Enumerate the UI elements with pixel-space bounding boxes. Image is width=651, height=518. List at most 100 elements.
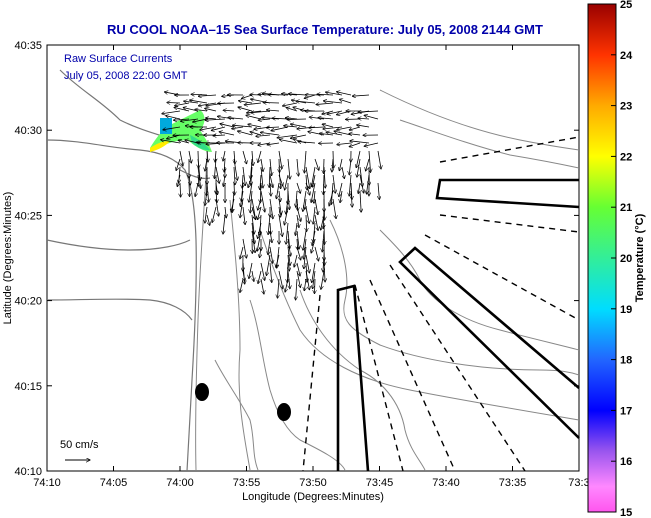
current-vector [311,182,316,202]
current-vector [332,158,333,172]
current-vector [270,182,271,196]
current-vector [177,174,181,187]
current-vector [215,150,216,162]
current-vector [279,206,281,217]
current-vector [250,190,252,213]
x-tick-label: 73:45 [366,477,394,489]
current-vector [269,166,270,187]
current-vector [189,182,190,197]
y-tick-label: 40:20 [14,296,42,308]
figure-title: RU COOL NOAA–15 Sea Surface Temperature:… [107,22,543,37]
current-vector [232,127,244,129]
current-vector [248,174,253,188]
current-vector [288,230,290,249]
current-vector [312,230,316,246]
current-vector [224,158,225,172]
current-vector [251,214,254,234]
current-vector [276,182,280,199]
current-vector [327,110,343,114]
current-vector [349,174,351,196]
current-vector [321,270,325,289]
current-vector [313,206,315,224]
current-vector [287,158,290,179]
current-vector [298,142,316,143]
current-vector [288,190,289,210]
current-vector [277,278,279,298]
current-vector [324,262,325,282]
current-vector [358,111,379,112]
current-vector [228,118,244,119]
current-vector [296,101,316,103]
current-vector [258,270,262,284]
current-vector [378,182,379,200]
current-vector [249,182,253,202]
current-vector [268,214,270,235]
current-vector [304,246,307,269]
current-vector [195,182,199,197]
colorbar-tick-label: 17 [620,405,632,417]
current-vector [266,110,280,111]
current-vector [200,126,217,130]
current-vector [213,135,226,136]
current-vector [260,166,263,188]
current-vector [223,214,226,234]
current-vector [261,158,263,172]
current-vector [242,150,247,164]
current-vector [288,270,290,289]
current-vector [260,174,261,190]
current-vector [188,150,191,163]
current-vector [252,270,254,281]
current-vector [260,190,265,212]
current-vector [282,102,298,106]
colorbar-tick-label: 16 [620,456,632,468]
vector-scale-label: 50 cm/s [60,439,99,451]
colorbar-label: Temperature (°C) [634,213,646,302]
current-vector [242,174,243,188]
current-vector [270,222,271,234]
colorbar-tick-label: 24 [620,50,633,62]
current-vector [166,116,181,120]
current-vector [212,206,217,223]
map-plot-area: Raw Surface Currents July 05, 2008 22:00… [46,44,580,472]
current-vector [207,182,209,202]
x-tick-label: 73:3 [568,477,589,489]
current-vector [278,270,283,289]
current-vector [305,254,309,273]
current-vector [215,166,219,183]
y-tick-label: 40:30 [14,125,42,137]
current-vector [324,166,325,188]
colorbar: 25 24 23 22 21 20 19 18 17 16 15 Temperature (°C) [587,0,646,518]
current-vector [357,125,370,127]
colorbar-tick-label: 18 [620,355,632,367]
x-tick-label: 73:35 [499,477,527,489]
current-vector [337,143,352,145]
current-vector [205,108,217,112]
current-vector [318,118,334,119]
current-vector [286,222,289,244]
current-vector [233,158,237,180]
x-tick-label: 73:40 [432,477,460,489]
current-vector [260,278,264,294]
x-tick-label: 74:10 [33,477,61,489]
current-vector [163,126,181,130]
current-vector [179,150,183,166]
current-vector [339,99,352,104]
current-vector [231,198,235,212]
colorbar-tick-label: 15 [620,507,632,518]
current-vector [296,230,299,249]
current-vector [214,158,216,179]
current-vector [314,190,315,203]
y-axis-ticks: 40:35 40:30 40:25 40:20 40:15 40:10 [14,40,579,478]
survey-lines [302,136,580,472]
current-vector [312,262,316,283]
current-vector [295,222,297,235]
current-vector [251,230,255,253]
current-vector [249,262,253,279]
current-vector [251,158,252,179]
current-vector [296,262,300,276]
current-vector [248,124,262,128]
current-vector [223,174,225,186]
current-vector [285,278,289,292]
current-vector [223,150,225,161]
current-vector [285,174,289,190]
